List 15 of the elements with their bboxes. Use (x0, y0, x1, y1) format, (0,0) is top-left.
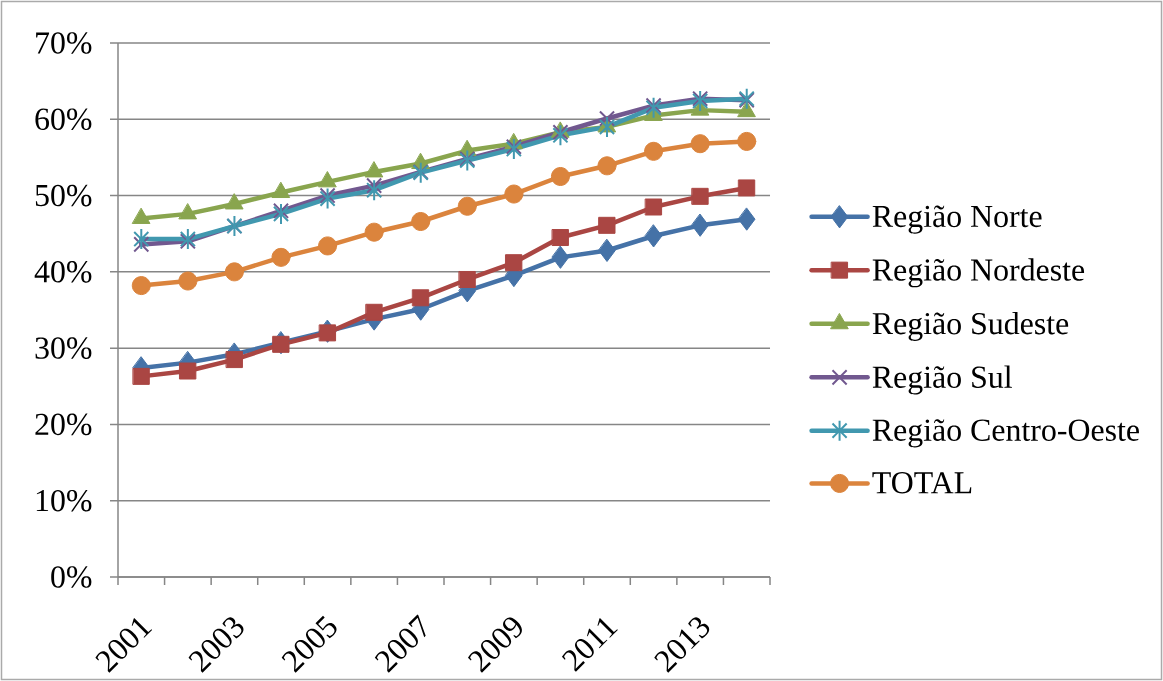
y-tick-label: 50% (35, 184, 92, 207)
y-tick-label: 30% (35, 337, 92, 359)
legend-label: TOTAL (872, 472, 972, 494)
y-tick-label: 0% (51, 566, 92, 588)
y-tick-label: 40% (34, 261, 92, 283)
legend-label: Região Norte (872, 205, 1042, 234)
y-tick-label: 20% (35, 413, 92, 436)
legend-label: Região Sul (872, 365, 1012, 395)
y-tick-label: 10% (36, 489, 92, 512)
legend-label: Região Centro-Oeste (872, 419, 1139, 448)
x-tick-label: 2011 (561, 618, 618, 672)
y-tick-label: 70% (36, 32, 92, 54)
legend-label: Região Nordeste (872, 258, 1085, 288)
y-tick-label: 60% (35, 108, 92, 131)
legend-label: Região Sudeste (872, 311, 1069, 341)
